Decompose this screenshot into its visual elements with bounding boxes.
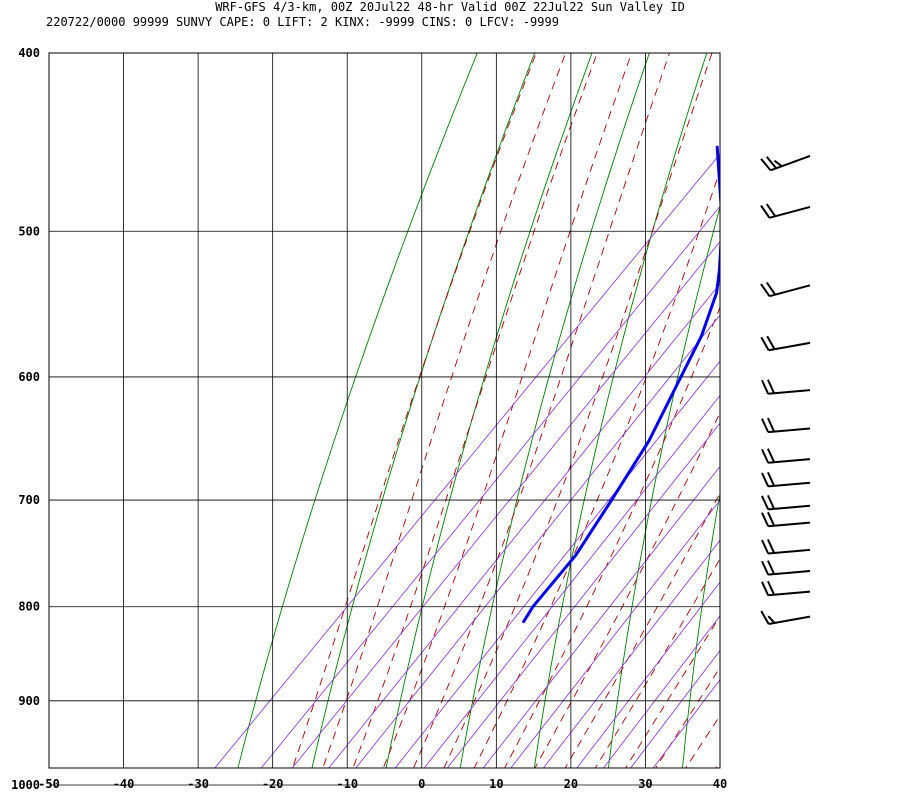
x-tick-label: 40 (713, 777, 727, 791)
wind-barb (761, 471, 811, 488)
mixing-ratio-line (328, 283, 720, 768)
grid-lines (48, 52, 721, 786)
x-tick-label: 10 (489, 777, 503, 791)
dewpoint-line (522, 145, 720, 624)
moist-adiabat (685, 714, 720, 768)
wind-barb (761, 494, 811, 511)
moist-adiabat (504, 306, 720, 768)
dry-adiabat (459, 53, 650, 768)
x-tick-label: -50 (38, 777, 60, 791)
chart-header-line1: WRF-GFS 4/3-km, 00Z 20Jul22 48-hr Valid … (215, 0, 685, 14)
wind-barb (761, 511, 811, 528)
x-tick-label: -40 (113, 777, 135, 791)
mixing-ratio-line (291, 241, 720, 768)
moist-adiabat (655, 666, 720, 768)
mixing-ratio-line (576, 581, 720, 768)
moist-adiabat (322, 53, 567, 768)
wind-barb (761, 448, 811, 464)
temperature-line (768, 147, 899, 621)
tick-labels: -50 -40 -30 -20 -10 0 10 20 30 40 400 500 600 700 800 9… (11, 46, 727, 792)
dry-adiabat (385, 53, 593, 768)
dry-adiabat (829, 0, 900, 800)
moist-adiabat (715, 760, 720, 768)
dry-adiabat (682, 491, 720, 768)
moist-adiabat (352, 53, 598, 768)
moist-adiabat (594, 558, 720, 768)
chart-header-line2: 220722/0000 99999 SUNVY CAPE: 0 LIFT: 2 … (46, 15, 559, 29)
moist-adiabat (443, 53, 713, 768)
wind-barb (761, 539, 811, 555)
mixing-ratio-line (482, 465, 720, 768)
dry-adiabat (607, 205, 720, 768)
dry-adiabat (311, 53, 536, 768)
y-tick-label: 1000 (11, 778, 40, 792)
mixing-ratio-line (423, 394, 720, 768)
dry-adiabat (753, 0, 896, 800)
wind-barb (761, 580, 811, 597)
y-tick-label: 500 (18, 224, 40, 238)
mixing-ratio-line (630, 649, 720, 768)
moist-adiabat (625, 615, 720, 768)
x-tick-label: -30 (187, 777, 209, 791)
mixing-ratio-line (652, 679, 720, 768)
moist-adiabat (413, 53, 671, 768)
mixing-ratio-line (355, 314, 720, 768)
x-tick-label: 20 (564, 777, 578, 791)
mixing-ratio-line (542, 539, 720, 768)
plot-frame (48, 52, 721, 769)
y-tick-label: 600 (18, 370, 40, 384)
wind-barbs (760, 154, 811, 625)
moist-adiabat (473, 169, 720, 768)
mixing-ratio-line (510, 499, 720, 768)
mixing-ratio-line (214, 153, 720, 768)
mixing-ratio-line (394, 360, 720, 768)
x-tick-label: -20 (262, 777, 284, 791)
y-tick-label: 800 (18, 600, 40, 614)
x-tick-label: -10 (336, 777, 358, 791)
x-tick-label: 30 (638, 777, 652, 791)
wind-barb (761, 379, 811, 395)
background-lines (214, 0, 900, 800)
dry-adiabat (533, 53, 708, 768)
moist-adiabat (292, 53, 537, 768)
moist-adiabat (564, 492, 720, 768)
mixing-ratio-line (446, 422, 720, 768)
moist-adiabat (382, 53, 633, 768)
wind-barb (760, 154, 811, 172)
y-tick-label: 700 (18, 493, 40, 507)
profile-lines (522, 145, 899, 624)
wind-barb (760, 203, 811, 219)
moist-adiabat (534, 411, 720, 768)
wind-barb (760, 281, 811, 298)
x-tick-label: 0 (418, 777, 425, 791)
wind-barb (761, 560, 811, 576)
y-tick-label: 900 (18, 694, 40, 708)
wind-barb (760, 610, 811, 625)
wind-barb (760, 335, 811, 352)
y-tick-label: 400 (18, 46, 40, 60)
wind-barb (761, 417, 811, 434)
dry-adiabat (237, 53, 478, 768)
mixing-ratio-line (602, 615, 720, 768)
